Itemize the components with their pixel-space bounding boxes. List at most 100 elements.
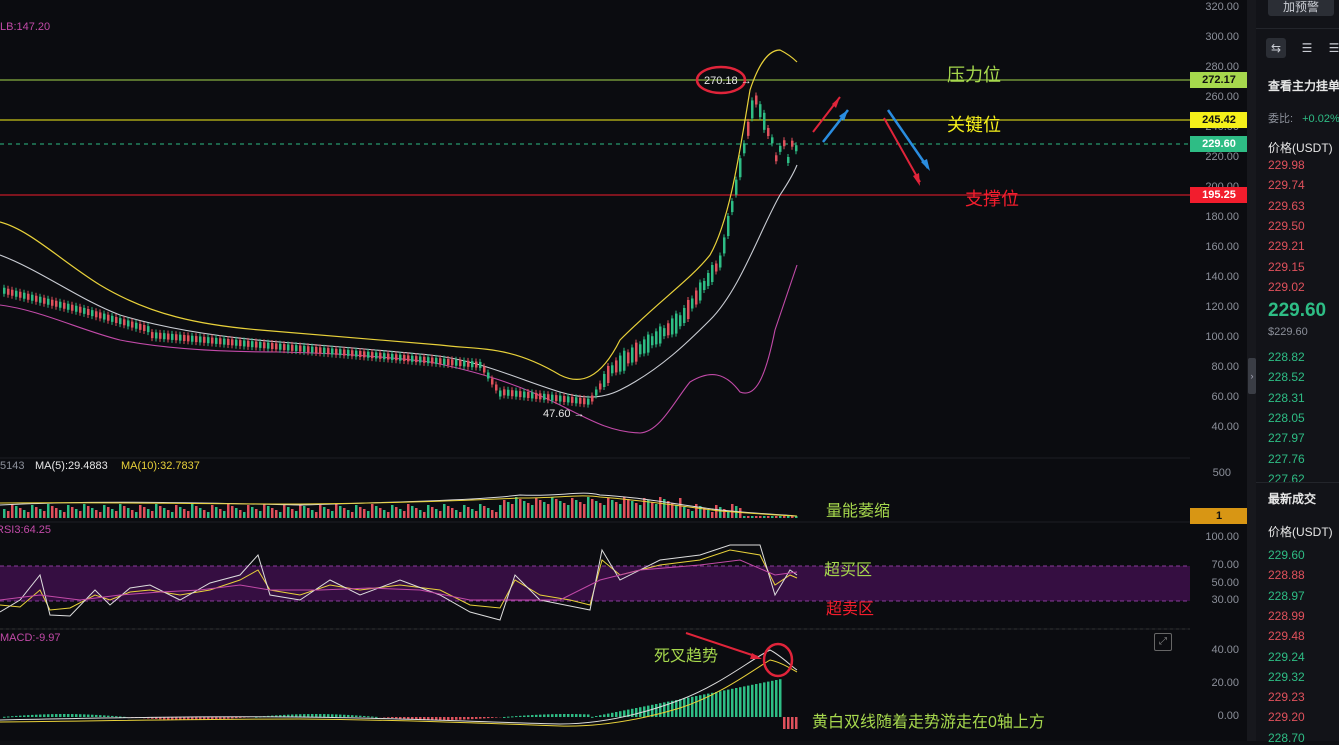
collapse-panel-handle[interactable]: › xyxy=(1248,358,1256,394)
volume-bars xyxy=(3,497,798,518)
bids-row[interactable]: 228.05 xyxy=(1268,411,1305,425)
volume-bar xyxy=(511,504,514,518)
macd-bar xyxy=(455,717,458,720)
candle xyxy=(483,367,486,373)
bids-row[interactable]: 228.52 xyxy=(1268,370,1305,384)
volume-bar xyxy=(135,512,138,518)
volume-bar xyxy=(599,503,602,518)
asks-row[interactable]: 229.02 xyxy=(1268,280,1305,294)
macd-bar xyxy=(7,716,10,717)
order-book-panel: 加预警 ⇆ ☰ ☰ 查看主力挂单 委比: +0.02% 价格(USDT) 229… xyxy=(1256,0,1339,741)
volume-shrink-annotation: 量能萎缩 xyxy=(826,497,890,521)
volume-bar xyxy=(707,510,710,518)
macd-bar xyxy=(367,716,370,717)
volume-bar xyxy=(35,507,38,518)
book-both-icon[interactable]: ⇆ xyxy=(1266,38,1286,58)
book-title[interactable]: 查看主力挂单 xyxy=(1268,77,1339,94)
bids-row[interactable]: 228.31 xyxy=(1268,391,1305,405)
volume-bar xyxy=(347,510,350,518)
volume-bar xyxy=(479,504,482,518)
candle xyxy=(371,352,374,358)
volume-bar xyxy=(755,516,758,518)
candle xyxy=(19,292,22,298)
macd-label: MACD:-9.97 xyxy=(0,632,61,644)
chart-area[interactable]: 320.00300.00280.00260.00240.00220.00200.… xyxy=(0,0,1255,741)
volume-bar xyxy=(639,505,642,518)
macd-bar xyxy=(779,679,782,717)
macd-bar xyxy=(507,717,510,718)
volume-bar xyxy=(335,504,338,518)
bids-row[interactable]: 227.76 xyxy=(1268,452,1305,466)
candle xyxy=(379,353,382,359)
bids-row[interactable]: 227.97 xyxy=(1268,431,1305,445)
candle xyxy=(299,346,302,352)
candle xyxy=(559,396,562,402)
trades-row[interactable]: 229.48 xyxy=(1268,629,1305,643)
volume-bar xyxy=(159,506,162,518)
candle xyxy=(191,336,194,342)
volume-bar xyxy=(571,498,574,518)
volume-bar xyxy=(419,510,422,518)
trades-row[interactable]: 229.60 xyxy=(1268,548,1305,562)
candle xyxy=(547,394,550,400)
add-alert-button[interactable]: 加预警 xyxy=(1268,0,1334,16)
bids-row[interactable]: 227.62 xyxy=(1268,472,1305,486)
trades-row[interactable]: 228.99 xyxy=(1268,609,1305,623)
candle xyxy=(111,316,114,322)
asks-row[interactable]: 229.98 xyxy=(1268,158,1305,172)
trades-row[interactable]: 228.97 xyxy=(1268,589,1305,603)
asks-row[interactable]: 229.21 xyxy=(1268,239,1305,253)
macd-bar xyxy=(731,689,734,717)
candle xyxy=(431,358,434,364)
asks-row[interactable]: 229.74 xyxy=(1268,178,1305,192)
volume-bar xyxy=(475,511,478,518)
macd-bar xyxy=(371,717,374,718)
macd-bar xyxy=(699,695,702,717)
candle xyxy=(143,325,146,331)
chart-canvas[interactable] xyxy=(0,0,1255,741)
trades-row[interactable]: 229.23 xyxy=(1268,690,1305,704)
bids-row[interactable]: 228.82 xyxy=(1268,350,1305,364)
trades-row[interactable]: 229.20 xyxy=(1268,710,1305,724)
macd-bar xyxy=(11,716,14,717)
volume-bar xyxy=(323,507,326,518)
macd-bar xyxy=(315,714,318,717)
high-marker: 270.18 → xyxy=(704,75,752,87)
asks-row[interactable]: 229.63 xyxy=(1268,199,1305,213)
asks-row[interactable]: 229.50 xyxy=(1268,219,1305,233)
volume-bar xyxy=(315,512,318,518)
trades-row[interactable]: 228.70 xyxy=(1268,731,1305,745)
volume-bar xyxy=(199,508,202,518)
volume-bar xyxy=(467,507,470,518)
trades-row[interactable]: 229.24 xyxy=(1268,650,1305,664)
volume-bar xyxy=(7,511,10,518)
candle xyxy=(627,352,630,363)
volume-bar xyxy=(319,505,322,518)
macd-bar xyxy=(543,714,546,717)
trades-row[interactable]: 229.32 xyxy=(1268,670,1305,684)
candle xyxy=(771,137,774,143)
macd-bar xyxy=(635,708,638,717)
candle xyxy=(39,297,42,303)
candle xyxy=(615,360,618,372)
candle xyxy=(399,355,402,361)
volume-bar xyxy=(715,505,718,518)
book-asks-icon[interactable]: ☰ xyxy=(1324,38,1339,58)
volume-bar xyxy=(27,512,30,518)
volume-bar xyxy=(87,506,90,518)
candle xyxy=(639,344,642,354)
candle xyxy=(667,323,670,335)
macd-bar xyxy=(687,698,690,717)
trades-row[interactable]: 228.88 xyxy=(1268,568,1305,582)
asks-row[interactable]: 229.15 xyxy=(1268,260,1305,274)
candle xyxy=(131,322,134,328)
expand-icon[interactable]: ⤢ xyxy=(1154,633,1172,651)
volume-bar xyxy=(107,507,110,518)
volume-bar xyxy=(439,511,442,518)
book-bids-icon[interactable]: ☰ xyxy=(1297,38,1317,58)
candle xyxy=(247,341,250,347)
volume-bar xyxy=(47,504,50,518)
candle xyxy=(183,335,186,341)
macd-bar xyxy=(55,714,58,717)
volume-bar xyxy=(191,504,194,518)
